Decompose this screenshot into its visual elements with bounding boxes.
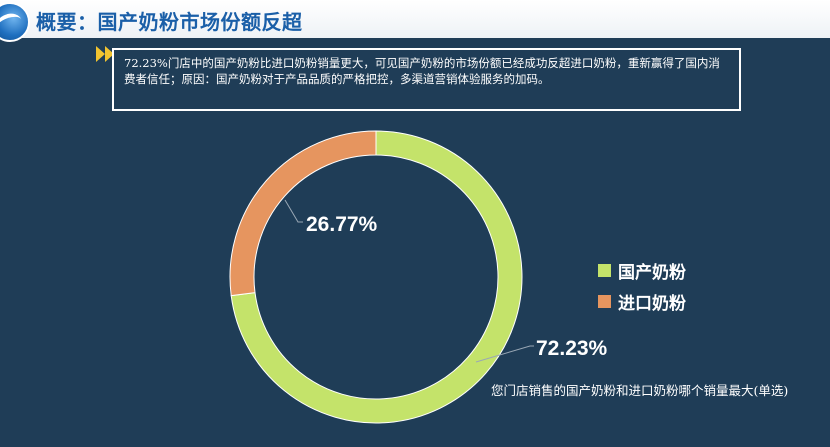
chart-caption: 您门店销售的国产奶粉和进口奶粉哪个销量最大(单选) (491, 383, 789, 398)
legend-swatch-imported (598, 294, 611, 308)
legend-item-imported: 进口奶粉 (598, 289, 686, 314)
header-bar (0, 0, 830, 38)
data-label-domestic: 72.23% (536, 337, 608, 360)
legend-swatch-domestic (598, 263, 611, 277)
donut-slice-imported (229, 130, 377, 297)
leader-line-domestic (475, 345, 534, 363)
legend-label-domestic: 国产奶粉 (618, 262, 686, 283)
legend-item-domestic: 国产奶粉 (598, 258, 686, 283)
summary-note: 72.23%门店中的国产奶粉比进口奶粉销量更大，可见国产奶粉的市场份额已经成功反… (112, 48, 741, 111)
summary-note-text: 72.23%门店中的国产奶粉比进口奶粉销量更大，可见国产奶粉的市场份额已经成功反… (124, 56, 720, 86)
double-arrow-icon (96, 46, 114, 62)
header-divider (0, 38, 830, 41)
donut-slices (229, 130, 523, 424)
legend-label-imported: 进口奶粉 (618, 293, 686, 314)
data-label-imported: 26.77% (306, 213, 378, 236)
page-title: 概要：国产奶粉市场份额反超 (36, 10, 303, 34)
leader-lines (284, 199, 534, 363)
donut-slice-domestic (230, 130, 523, 424)
leader-line-imported (284, 199, 303, 223)
data-labels: 72.23% 26.77% (306, 213, 608, 360)
